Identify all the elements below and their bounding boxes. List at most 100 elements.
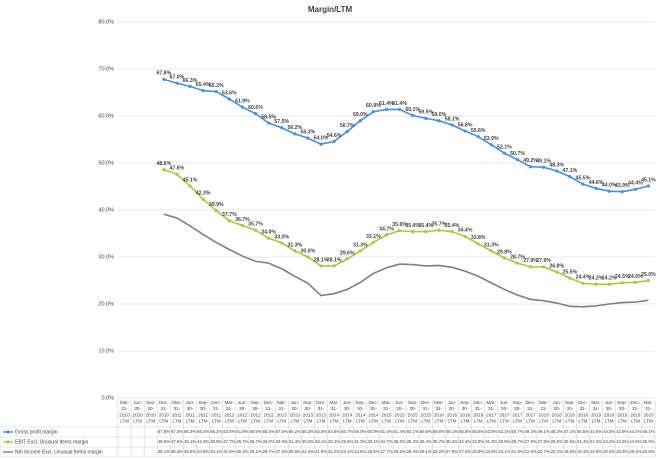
x-tick-label-line: LTM xyxy=(303,419,312,424)
data-label: 24.4% xyxy=(576,275,591,281)
data-label: 33.0% xyxy=(274,234,289,240)
data-label: 65.2% xyxy=(209,83,224,89)
point xyxy=(411,113,415,118)
x-tick-label: Sep-30- 2012 LTM xyxy=(250,400,261,424)
x-tick-label-line: LTM xyxy=(146,419,155,424)
x-tick-label-line: 2013 xyxy=(290,413,301,418)
table-cell: 60.5% xyxy=(249,429,261,434)
x-tick-label: Sep-30- 2014 LTM xyxy=(355,400,366,424)
point xyxy=(319,142,323,146)
x-tick-label: Mar-31- 2012 LTM xyxy=(224,400,235,424)
x-tick-label-line: LTM xyxy=(618,419,627,424)
x-tick-label-line: 31- xyxy=(593,406,600,411)
x-tick-label: Mar-31- 2019 LTM xyxy=(591,400,602,424)
x-tick-label-line: LTM xyxy=(159,419,168,424)
point xyxy=(515,261,520,265)
x-tick-label-line: LTM xyxy=(631,419,640,424)
table-cell: 31.3% xyxy=(354,439,366,444)
x-tick-label: Sep-30- 2011 LTM xyxy=(198,400,208,424)
x-tick-label-line: LTM xyxy=(605,419,614,424)
data-label: 42.3% xyxy=(196,191,211,197)
legend-marker xyxy=(6,430,10,434)
data-label: 35.4% xyxy=(445,223,460,229)
x-tick-label-line: 2011 xyxy=(211,413,221,418)
data-label: 67.8% xyxy=(156,71,171,77)
x-tick-label-line: 31- xyxy=(370,406,377,411)
x-tick-label: Sep-30- 2017 LTM xyxy=(512,400,523,424)
table-cell: 47.1% xyxy=(564,429,576,434)
point xyxy=(594,282,598,286)
data-label: 54.6% xyxy=(327,133,342,139)
x-tick-label-line: Sep- xyxy=(198,400,208,405)
x-tick-label-line: 2011 xyxy=(198,413,208,418)
x-tick-label-line: 30- xyxy=(200,406,207,411)
data-label: 49.1% xyxy=(536,159,551,165)
x-tick-label-line: 2019 xyxy=(630,413,641,418)
x-tick-label: Jun-30- 2013 LTM xyxy=(290,400,301,424)
data-label: 59.5% xyxy=(418,110,433,116)
x-tick-label-line: 30- xyxy=(239,406,246,411)
x-tick-label-line: Dec- xyxy=(578,400,588,405)
table-cell: 63.6% xyxy=(223,429,235,434)
x-tick-label-line: 30- xyxy=(305,406,312,411)
point xyxy=(162,77,166,81)
point xyxy=(515,158,520,162)
table-cell: 49.2% xyxy=(525,429,537,434)
x-tick-label-line: 30- xyxy=(449,406,456,411)
data-label: 48.6% xyxy=(156,161,171,167)
x-tick-label-line: Dec- xyxy=(631,400,641,405)
x-tick-label-line: 2017 xyxy=(525,413,536,418)
x-tick-label-line: 31- xyxy=(226,406,233,411)
point xyxy=(358,119,362,123)
x-tick-label-line: Dec- xyxy=(369,400,379,405)
x-tick-label-line: 30- xyxy=(567,406,574,411)
x-tick-label-line: 31- xyxy=(527,406,534,411)
x-tick-label: Mar-31- 2011 LTM xyxy=(172,400,182,424)
x-tick-label: Dec-31- 2014 LTM xyxy=(368,400,379,424)
x-tick-label-line: 2018 xyxy=(578,413,589,418)
table-cell: 21.9% xyxy=(511,449,523,454)
point xyxy=(227,97,231,101)
data-label: 66.3% xyxy=(183,78,198,84)
data-label: 59.0% xyxy=(432,112,447,118)
x-tick-label-line: 31- xyxy=(632,406,639,411)
data-label: 31.3% xyxy=(484,242,499,248)
table-cell: 56.8% xyxy=(459,429,471,434)
data-label: 63.6% xyxy=(222,90,237,96)
x-tick-label-line: 2011 xyxy=(185,413,195,418)
x-tick-label-line: LTM xyxy=(369,419,378,424)
data-label: 32.8% xyxy=(471,235,486,241)
x-tick-label-line: 31- xyxy=(161,406,168,411)
x-tick-label-line: 2015 xyxy=(408,413,419,418)
point xyxy=(489,143,493,147)
x-tick-label-line: 2010 xyxy=(133,413,144,418)
x-tick-label-line: LTM xyxy=(251,419,260,424)
x-tick-label-line: LTM xyxy=(552,419,561,424)
point xyxy=(450,123,454,127)
point xyxy=(476,135,480,139)
table-cell: 35.7% xyxy=(433,439,445,444)
data-label: 61.4% xyxy=(379,101,394,107)
point xyxy=(175,81,179,85)
table-cell: 65.2% xyxy=(210,429,222,434)
table-cell: 29.1% xyxy=(249,449,261,454)
table-cell: 35.4% xyxy=(446,439,458,444)
table-cell: 30.0% xyxy=(302,439,314,444)
point xyxy=(319,264,323,268)
point xyxy=(188,84,192,88)
y-tick-label: 70.0% xyxy=(98,66,114,72)
table-cell: 34.4% xyxy=(459,439,471,444)
data-label: 29.6% xyxy=(340,250,355,256)
table-cell: 61.4% xyxy=(380,429,392,434)
x-tick-label-line: LTM xyxy=(382,419,391,424)
table-cell: 53.9% xyxy=(485,429,497,434)
point xyxy=(607,282,611,286)
table-cell: 66.3% xyxy=(184,429,196,434)
point xyxy=(162,167,166,172)
table-cell: 28.4% xyxy=(407,449,419,454)
point xyxy=(437,119,441,123)
table-cell: 61.9% xyxy=(236,429,248,434)
data-label: 60.9% xyxy=(366,103,381,109)
x-tick-label: Mar-31- 2018 LTM xyxy=(539,400,550,424)
